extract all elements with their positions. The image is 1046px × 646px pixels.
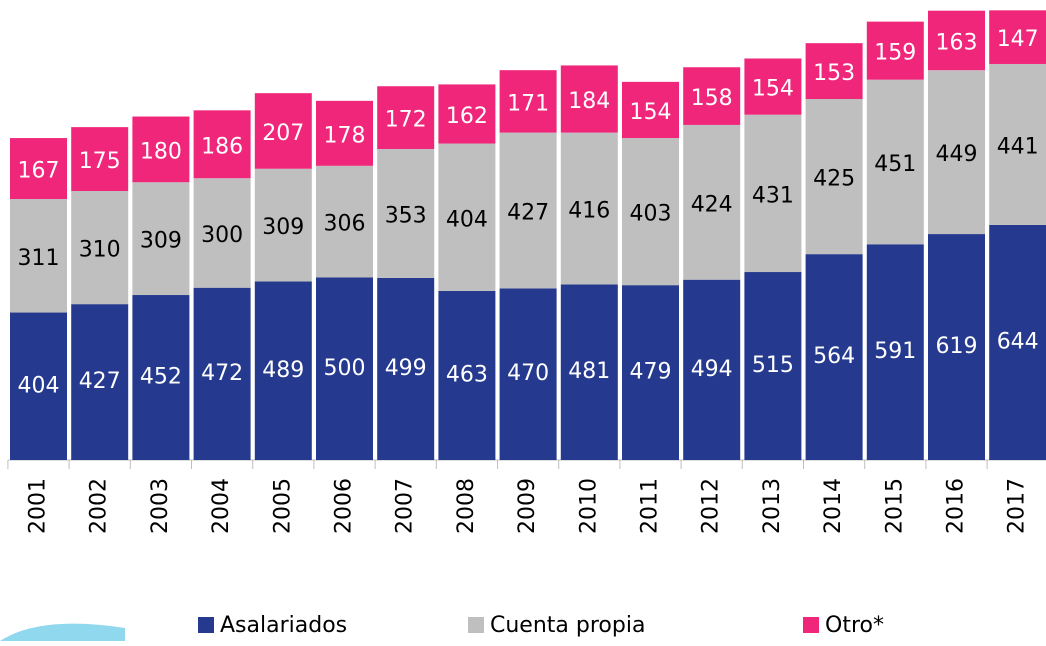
value-label: 404 (18, 373, 60, 398)
value-label: 353 (385, 203, 427, 228)
x-tick-label: 2011 (638, 478, 663, 534)
value-label: 489 (262, 358, 304, 383)
x-tick-label: 2001 (26, 478, 51, 534)
decoration (0, 624, 125, 641)
value-label: 472 (201, 361, 243, 386)
value-label: 451 (874, 152, 916, 177)
legend-swatch (468, 617, 484, 633)
x-tick-label: 2005 (270, 478, 295, 534)
value-label: 470 (507, 361, 549, 386)
value-label: 154 (752, 77, 794, 102)
value-label: 452 (140, 365, 182, 390)
value-label: 500 (324, 356, 366, 381)
value-label: 171 (507, 91, 549, 116)
value-label: 162 (446, 104, 488, 129)
x-tick-label: 2002 (87, 478, 112, 534)
value-label: 441 (997, 134, 1039, 159)
x-tick-label: 2004 (209, 478, 234, 534)
x-tick-label: 2015 (882, 478, 907, 534)
value-label: 172 (385, 108, 427, 133)
value-label: 427 (507, 201, 549, 226)
legend-swatch (198, 617, 214, 633)
x-tick-label: 2014 (821, 478, 846, 534)
value-label: 479 (630, 360, 672, 385)
value-label: 564 (813, 344, 855, 369)
value-label: 175 (79, 149, 121, 174)
value-label: 591 (874, 339, 916, 364)
value-label: 158 (691, 86, 733, 111)
chart: 404 311 167 2001 427 310 175 2002 452 309 180 2003 4… (0, 0, 1046, 641)
x-tick-label: 2007 (393, 478, 418, 534)
value-label: 416 (568, 199, 610, 224)
x-tick-label: 2009 (515, 478, 540, 534)
legend-label: Cuenta propia (490, 613, 645, 638)
value-label: 153 (813, 61, 855, 86)
x-tick-label: 2008 (454, 478, 479, 534)
value-label: 403 (630, 202, 672, 227)
value-label: 644 (997, 329, 1039, 354)
x-tick-label: 2012 (699, 478, 724, 534)
value-label: 309 (140, 229, 182, 254)
value-label: 147 (997, 27, 1039, 52)
x-tick-label: 2006 (332, 478, 357, 534)
value-label: 404 (446, 207, 488, 232)
x-tick-label: 2003 (148, 478, 173, 534)
value-label: 494 (691, 357, 733, 382)
value-label: 178 (324, 123, 366, 148)
value-label: 515 (752, 353, 794, 378)
x-tick-label: 2010 (576, 478, 601, 534)
value-label: 499 (385, 356, 427, 381)
x-tick-label: 2013 (760, 478, 785, 534)
value-label: 619 (936, 334, 978, 359)
value-label: 481 (568, 359, 610, 384)
x-tick-label: 2017 (1005, 478, 1030, 534)
value-label: 184 (568, 89, 610, 114)
legend-label: Otro* (825, 613, 884, 638)
value-label: 300 (201, 223, 243, 248)
value-label: 425 (813, 167, 855, 192)
value-label: 163 (936, 30, 978, 55)
value-label: 186 (201, 134, 243, 159)
value-label: 449 (936, 142, 978, 167)
legend-label: Asalariados (220, 613, 347, 638)
value-label: 311 (18, 246, 60, 271)
value-label: 427 (79, 369, 121, 394)
value-label: 154 (630, 100, 672, 125)
value-label: 431 (752, 183, 794, 208)
value-label: 180 (140, 139, 182, 164)
value-label: 207 (262, 121, 304, 146)
legend-swatch (803, 617, 819, 633)
value-label: 309 (262, 215, 304, 240)
value-label: 167 (18, 159, 60, 184)
value-label: 424 (691, 192, 733, 217)
value-label: 306 (324, 212, 366, 237)
value-label: 463 (446, 363, 488, 388)
value-label: 159 (874, 41, 916, 66)
value-label: 310 (79, 238, 121, 263)
x-tick-label: 2016 (944, 478, 969, 534)
